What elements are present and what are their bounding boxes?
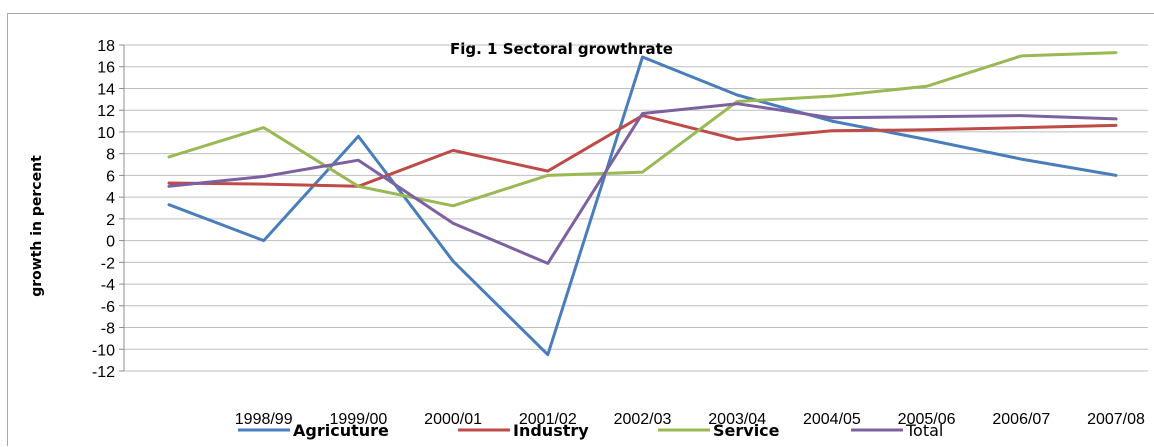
y-tick-label: 2 <box>106 212 115 229</box>
y-tick-label: -8 <box>101 321 115 338</box>
legend-label-service: Service <box>713 421 780 440</box>
y-tick-label: 16 <box>97 60 115 77</box>
y-tick-label: -2 <box>101 255 115 272</box>
y-tick-label: 0 <box>106 234 115 251</box>
x-tick-label: 2006/07 <box>992 411 1050 428</box>
x-tick-label: 2007/08 <box>1087 411 1145 428</box>
y-tick-label: -4 <box>101 277 115 294</box>
y-tick-label: -6 <box>101 299 115 316</box>
legend-label-agricuture: Agricuture <box>293 421 389 440</box>
legend-label-total: Total <box>905 421 943 440</box>
y-tick-label: 14 <box>97 81 115 98</box>
y-tick-label: 4 <box>106 190 115 207</box>
y-axis-label: growth in percent <box>29 155 45 297</box>
x-tick-label: 2000/01 <box>424 411 482 428</box>
x-tick-label: 1998/99 <box>235 411 293 428</box>
y-tick-label: 12 <box>97 103 115 120</box>
series-lines <box>169 53 1116 355</box>
y-tick-label: 8 <box>106 147 115 164</box>
x-tick-label: 2002/03 <box>614 411 672 428</box>
axes <box>119 45 124 371</box>
x-tick-label: 2004/05 <box>803 411 861 428</box>
y-tick-label: 6 <box>106 168 115 185</box>
legend-label-industry: Industry <box>513 421 589 440</box>
chart-title: Fig. 1 Sectoral growthrate <box>450 40 673 58</box>
y-tick-label: -10 <box>92 342 115 359</box>
gridlines <box>124 45 1148 371</box>
y-tick-label: 18 <box>97 38 115 55</box>
y-tick-label: 10 <box>97 125 115 142</box>
y-tick-label: -12 <box>92 364 115 381</box>
series-line-agricuture <box>169 57 1116 355</box>
